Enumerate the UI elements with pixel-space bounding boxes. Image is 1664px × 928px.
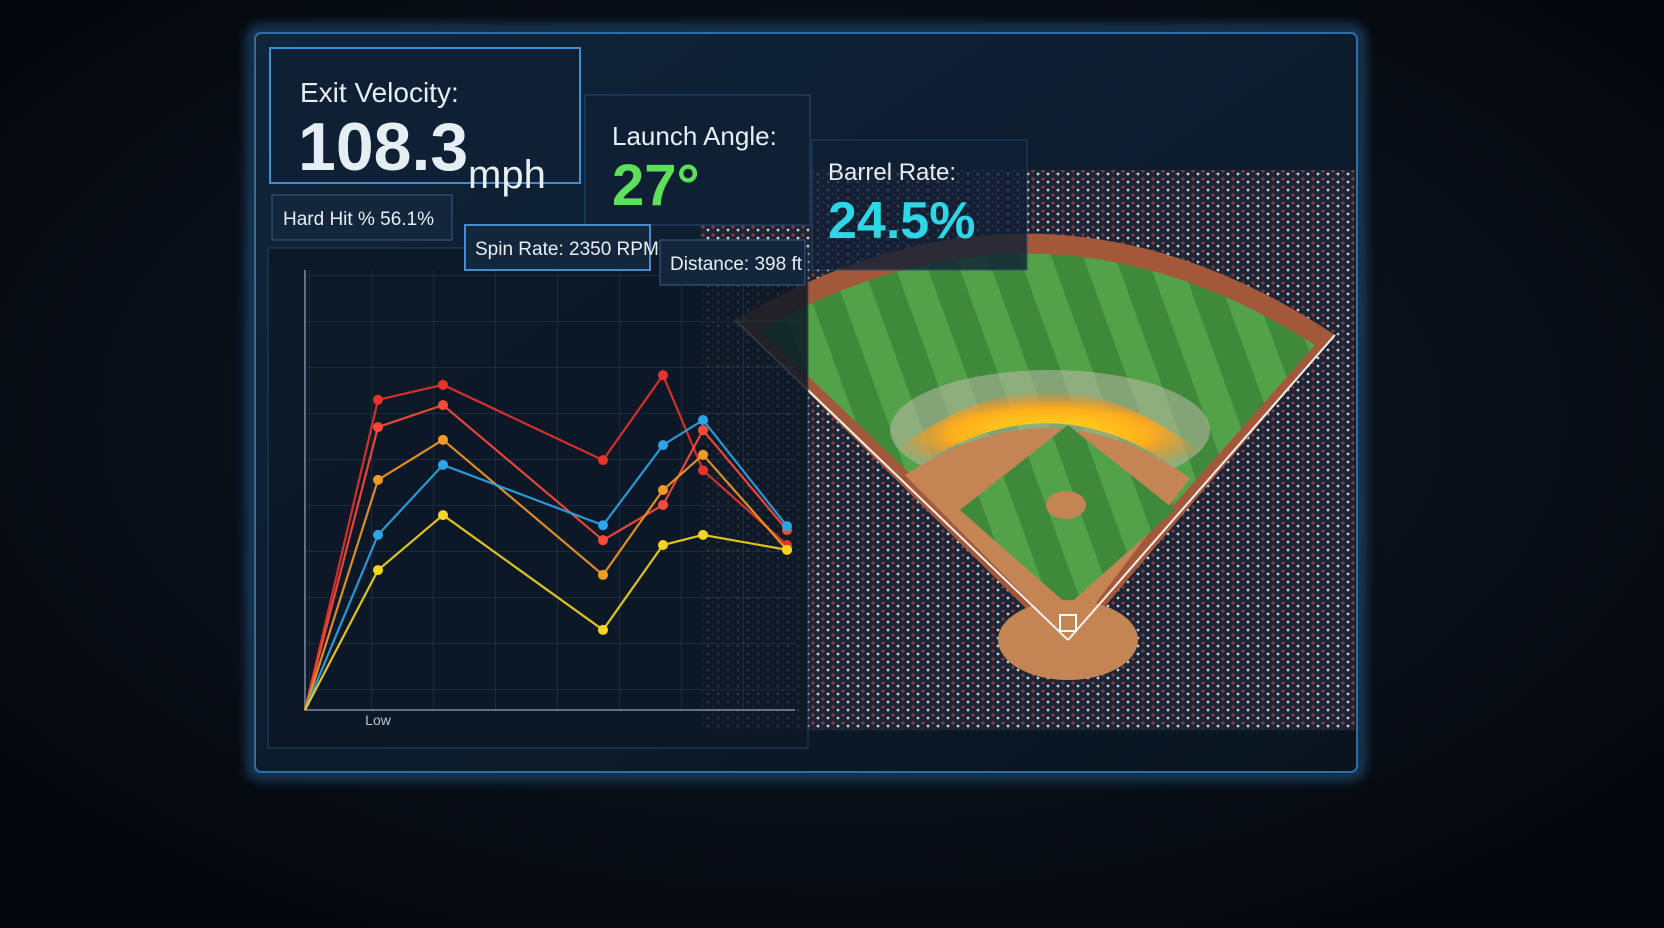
data-point (598, 624, 608, 635)
data-point (658, 485, 668, 495)
stat-chip (271, 194, 453, 241)
heatmap (885, 391, 1215, 478)
metric-value: 27° (612, 153, 700, 218)
stat-text: Distance: 398 ft (670, 254, 803, 275)
data-point (698, 465, 708, 476)
data-point (373, 565, 383, 576)
data-point (373, 474, 383, 485)
data-point (782, 544, 792, 555)
stat-text: Spin Rate: 2350 RPM (475, 239, 659, 260)
data-point (658, 540, 668, 550)
data-point (598, 520, 608, 531)
data-point (698, 529, 708, 540)
data-point (598, 535, 608, 546)
data-point (438, 434, 448, 445)
metric-value: 24.5% (828, 192, 975, 250)
data-point (658, 499, 668, 510)
line-chart: Low (303, 370, 792, 728)
batters-box (1059, 614, 1077, 632)
data-point (438, 400, 448, 411)
stat-chip (464, 224, 651, 271)
chart-grid (305, 270, 795, 710)
data-point (438, 459, 448, 470)
mound (1046, 491, 1086, 519)
data-point (373, 422, 383, 433)
data-point (438, 379, 448, 390)
data-point (438, 510, 448, 521)
stat-text: Hard Hit % 56.1% (283, 209, 434, 230)
data-point (698, 415, 708, 426)
metric-card (584, 94, 811, 226)
metric-label: Barrel Rate: (828, 159, 956, 186)
stat-chip (659, 239, 806, 286)
data-point (373, 394, 383, 405)
metric-card (811, 139, 1028, 271)
data-point (598, 455, 608, 466)
metric-label: Launch Angle: (612, 121, 777, 151)
x-tick-label: Low (365, 712, 392, 728)
data-point (698, 425, 708, 436)
metric-card (269, 47, 581, 184)
metric-value: 108.3 (298, 109, 468, 185)
screen-glow (249, 27, 1363, 778)
data-point (658, 370, 668, 381)
data-point (598, 569, 608, 580)
data-point (658, 440, 668, 451)
data-point (698, 449, 708, 460)
metric-label: Exit Velocity: (300, 77, 459, 108)
metric-unit: mph (468, 153, 546, 197)
data-point (782, 521, 792, 532)
data-point (373, 529, 383, 540)
